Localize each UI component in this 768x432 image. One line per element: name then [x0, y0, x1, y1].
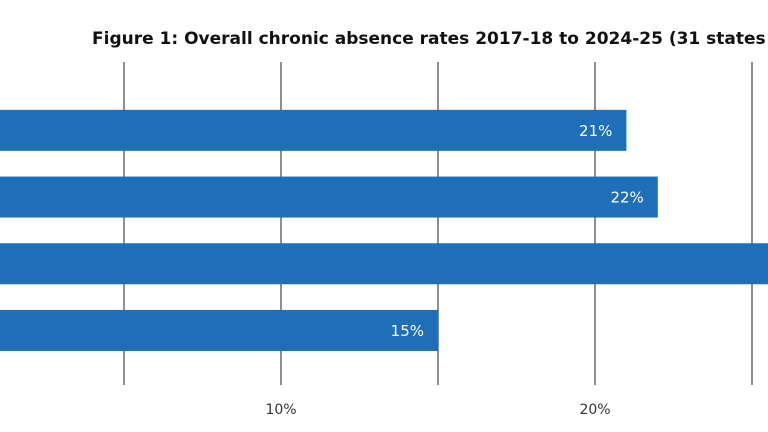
- bar: [0, 309, 438, 351]
- value-label: 15%: [391, 322, 424, 340]
- value-label: 21%: [579, 122, 612, 140]
- value-label: 22%: [610, 189, 643, 207]
- bar: [0, 243, 768, 285]
- x-tick-label: 10%: [265, 402, 296, 418]
- bar: [0, 176, 658, 218]
- chart-title: Figure 1: Overall chronic absence rates …: [92, 29, 766, 49]
- x-tick-label: 20%: [579, 402, 610, 418]
- bar: [0, 109, 627, 151]
